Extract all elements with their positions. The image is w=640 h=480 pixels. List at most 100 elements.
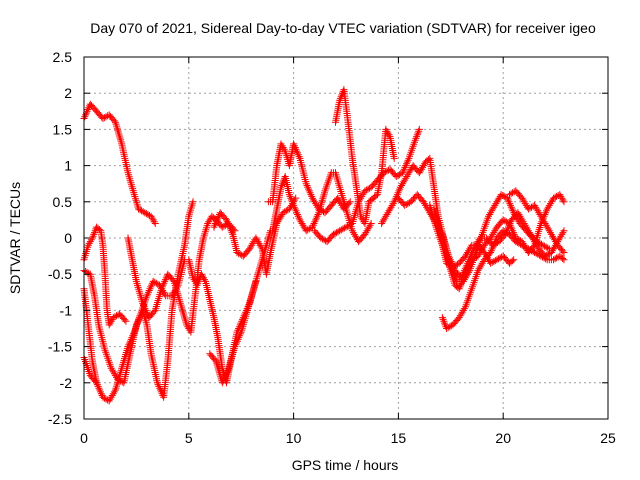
- data-point-marker: [288, 196, 295, 204]
- data-point-marker: [381, 214, 389, 222]
- data-point-marker: [100, 394, 108, 402]
- data-point-marker: [295, 153, 303, 161]
- data-point-marker: [505, 198, 513, 206]
- data-point-marker: [228, 229, 236, 237]
- data-point-marker: [557, 192, 565, 200]
- data-point-marker: [399, 180, 407, 188]
- data-point-marker: [533, 205, 541, 213]
- data-point-marker: [279, 144, 287, 151]
- data-point-marker: [148, 214, 156, 222]
- data-point-marker: [293, 209, 301, 217]
- data-point-marker: [277, 183, 285, 191]
- data-point-marker: [169, 276, 177, 284]
- data-point-marker: [537, 252, 545, 260]
- data-point-marker: [524, 205, 532, 213]
- data-point-marker: [550, 256, 557, 264]
- data-point-marker: [524, 227, 532, 235]
- data-point-marker: [84, 241, 92, 249]
- data-point-marker: [550, 194, 557, 202]
- data-point-marker: [89, 232, 97, 240]
- data-point-marker: [489, 205, 497, 213]
- data-point-marker: [93, 379, 101, 387]
- data-point-marker: [487, 247, 495, 255]
- data-point-marker: [401, 176, 409, 184]
- series-track-13: [311, 125, 423, 246]
- data-point-marker: [200, 274, 207, 282]
- data-point-marker: [158, 283, 166, 291]
- data-point-marker: [84, 106, 92, 113]
- data-point-marker: [535, 251, 543, 259]
- data-point-marker: [506, 221, 514, 229]
- data-point-marker: [537, 212, 545, 220]
- data-point-marker: [294, 149, 301, 157]
- data-point-marker: [383, 127, 391, 135]
- data-point-marker: [305, 185, 312, 193]
- data-point-marker: [107, 364, 115, 372]
- data-point-marker: [255, 239, 263, 247]
- data-point-marker: [147, 283, 155, 291]
- data-point-marker: [515, 211, 523, 218]
- data-point-marker: [292, 145, 300, 153]
- data-point-marker: [558, 230, 566, 238]
- data-point-marker: [367, 220, 375, 228]
- data-point-marker: [218, 223, 226, 231]
- data-point-marker: [381, 168, 389, 176]
- data-point-marker: [317, 234, 325, 242]
- series-track-15: [394, 191, 553, 282]
- data-point-marker: [418, 165, 425, 173]
- series-track-1: [80, 100, 159, 228]
- data-point-marker: [544, 203, 552, 211]
- data-point-marker: [488, 207, 496, 215]
- data-point-marker: [500, 192, 508, 200]
- data-point-marker: [97, 390, 105, 398]
- data-point-marker: [518, 216, 526, 224]
- y-tick-label: 0.5: [53, 194, 73, 210]
- data-point-marker: [108, 392, 116, 399]
- data-point-marker: [224, 366, 232, 374]
- data-point-marker: [254, 238, 262, 246]
- data-point-marker: [550, 234, 557, 242]
- data-point-marker: [302, 180, 310, 188]
- data-point-marker: [88, 234, 96, 242]
- data-point-marker: [331, 230, 339, 237]
- data-point-marker: [545, 201, 553, 209]
- data-point-marker: [475, 265, 483, 273]
- y-axis-label: SDTVAR / TECUs: [7, 182, 23, 294]
- data-point-marker: [490, 203, 498, 211]
- data-point-marker: [277, 140, 285, 148]
- data-point-marker: [253, 236, 261, 244]
- data-point-marker: [346, 198, 354, 206]
- data-point-marker: [223, 218, 231, 226]
- data-point-marker: [227, 227, 235, 235]
- data-point-marker: [141, 305, 149, 313]
- data-point-marker: [493, 198, 501, 206]
- data-point-marker: [378, 220, 386, 227]
- data-point-marker: [395, 187, 403, 195]
- data-point-marker: [97, 388, 104, 396]
- data-point-marker: [461, 272, 469, 280]
- data-point-marker: [403, 160, 410, 168]
- data-point-marker: [462, 268, 470, 276]
- data-point-marker: [307, 191, 315, 199]
- data-point-marker: [105, 321, 113, 329]
- data-point-marker: [400, 178, 408, 186]
- data-point-marker: [362, 229, 370, 237]
- data-point-marker: [491, 201, 499, 209]
- data-point-marker: [189, 274, 197, 282]
- data-point-marker: [290, 142, 298, 150]
- data-point-marker: [313, 212, 321, 220]
- data-point-marker: [146, 285, 154, 293]
- data-point-marker: [333, 229, 341, 237]
- data-point-marker: [150, 218, 158, 226]
- data-point-marker: [401, 163, 409, 171]
- data-point-marker: [124, 343, 132, 351]
- data-point-marker: [337, 93, 345, 101]
- data-point-marker: [488, 245, 496, 253]
- data-point-marker: [519, 196, 527, 204]
- data-point-marker: [457, 310, 465, 318]
- data-point-marker: [147, 212, 155, 220]
- data-point-marker: [403, 158, 411, 166]
- data-point-marker: [393, 191, 401, 199]
- data-point-marker: [81, 113, 89, 121]
